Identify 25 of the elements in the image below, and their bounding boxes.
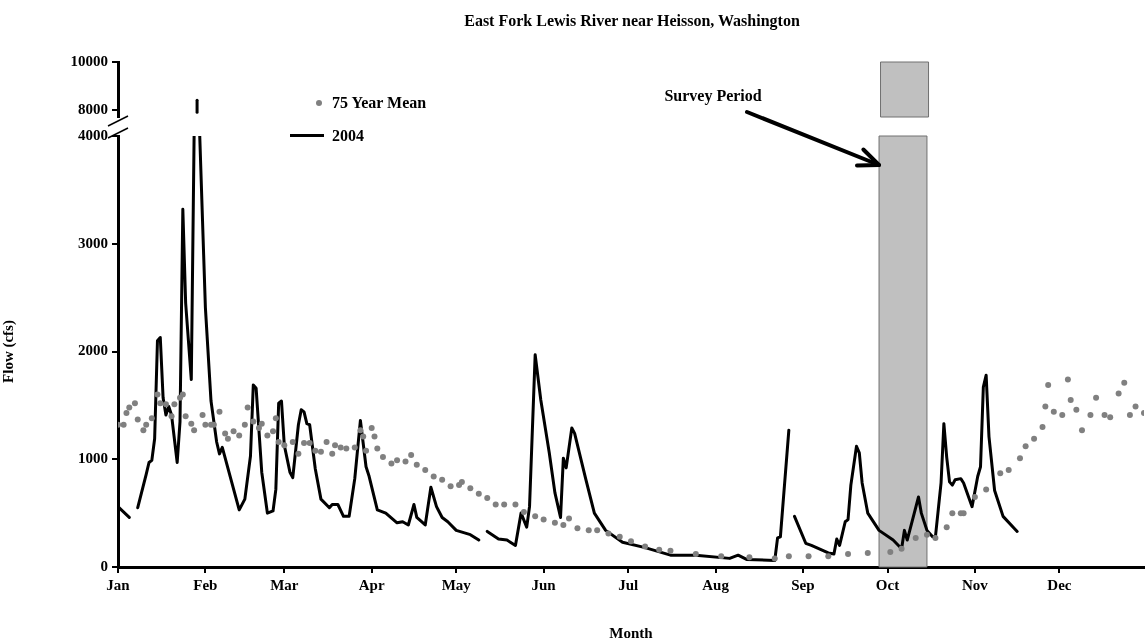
x-tick-label: Aug [702,576,730,593]
x-tick-label: Apr [358,576,385,593]
y-tick-label: 4000 [78,126,108,143]
x-tick-label: Nov [961,576,989,593]
y-tick-label: 2000 [78,342,108,359]
chart-title: East Fork Lewis River near Heisson, Washington [464,12,800,31]
x-tick-label: Sep [791,576,815,593]
y-tick-label: 3000 [78,234,108,251]
x-tick-label: Oct [875,576,900,593]
x-tick-label: Dec [1047,576,1072,593]
annotation: Survey Period [664,87,762,106]
y-tick-label: 1000 [78,450,108,467]
y-tick-label: 8000 [78,100,108,117]
x-tick-label: Jun [531,576,557,593]
y-axis-title: Flow (cfs) [0,320,17,383]
x-tick-label: Mar [270,576,299,593]
y-tick-label: 0 [100,557,108,574]
legend-label: 75 Year Mean [332,93,427,112]
x-tick-label: Jan [106,576,131,593]
x-tick-label: Feb [193,576,218,593]
x-tick-label: May [441,576,472,593]
x-tick-label: Jul [618,576,639,593]
legend-label: 2004 [332,126,364,145]
x-axis-title: Month [609,624,654,641]
y-tick-label: 10000 [70,52,108,69]
